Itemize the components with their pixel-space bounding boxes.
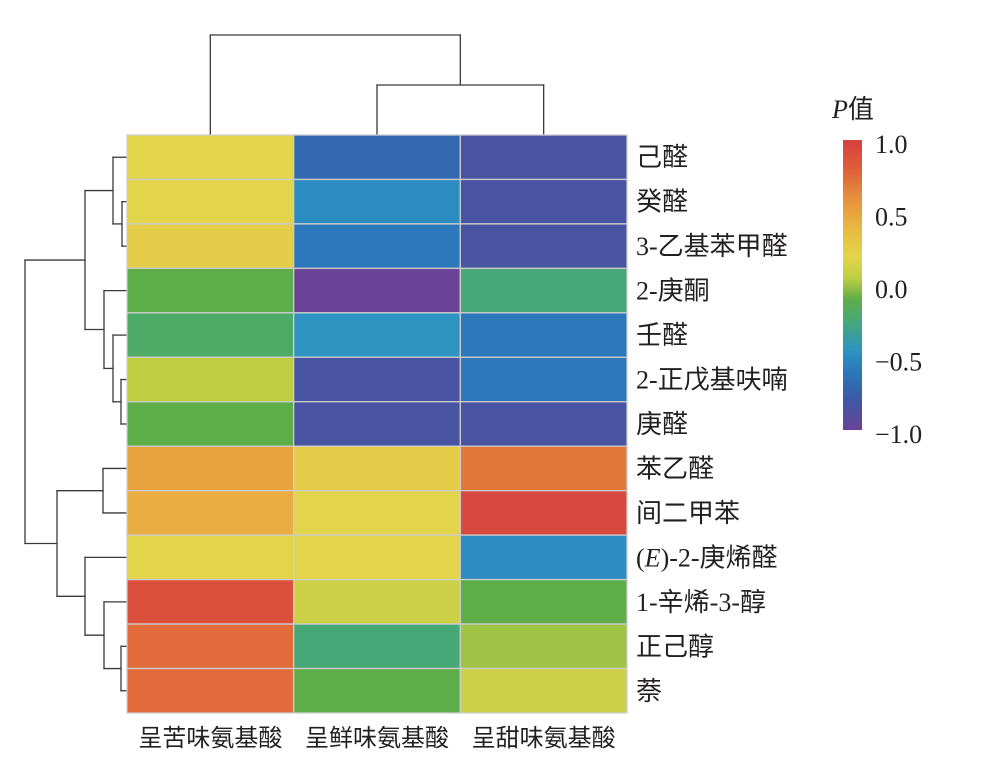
heatmap-cell (126, 667, 295, 714)
heatmap-cell (292, 267, 462, 314)
heatmap-cell (126, 267, 295, 314)
heatmap-cell (126, 401, 295, 447)
column-dendrogram (209, 34, 545, 136)
heatmap-cell (459, 223, 628, 270)
heatmap-cell (292, 667, 462, 714)
heatmap-cell (126, 623, 295, 670)
heatmap-cell (126, 578, 295, 625)
row-label: 正己醇 (636, 632, 714, 661)
heatmap-cell (292, 134, 462, 181)
row-label: 壬醛 (636, 321, 688, 350)
heatmap-cell (292, 223, 462, 270)
heatmap-cell (459, 667, 628, 714)
heatmap-cell (126, 356, 295, 403)
heatmap-cell (126, 312, 295, 359)
row-label: 己醛 (636, 143, 688, 172)
heatmap-cell (126, 178, 295, 225)
row-label: 萘 (636, 677, 662, 706)
row-label: 2-正戊基呋喃 (636, 366, 788, 395)
heatmap-cells (126, 134, 628, 714)
heatmap-cell (459, 578, 628, 625)
heatmap-cell (292, 401, 462, 447)
heatmap-cell (126, 223, 295, 270)
colorbar-tick-label: 1.0 (875, 130, 908, 159)
colorbar-tick-label: 0.5 (875, 203, 908, 232)
row-label: 1-辛烯-3-醇 (636, 588, 766, 617)
row-label: 苯乙醛 (636, 454, 714, 483)
heatmap-cell (126, 534, 295, 581)
row-label: 3-乙基苯甲醛 (636, 232, 788, 261)
heatmap-cell (459, 401, 628, 447)
row-label: 庚醛 (636, 410, 688, 439)
heatmap-cell (126, 445, 295, 492)
row-label: (E)-2-庚烯醛 (636, 543, 778, 572)
heatmap-cell (459, 623, 628, 670)
colorbar-title: P值 (831, 95, 874, 124)
colorbar-tick-label: −1.0 (875, 420, 922, 449)
heatmap-cell (292, 178, 462, 225)
heatmap-cell (292, 623, 462, 670)
heatmap-cell (126, 489, 295, 536)
column-label: 呈甜味氨基酸 (472, 725, 616, 752)
heatmap-cell (459, 134, 628, 181)
heatmap-cell (126, 134, 295, 181)
row-label: 癸醛 (636, 188, 688, 217)
heatmap-cell (459, 267, 628, 314)
heatmap-cell (292, 312, 462, 359)
column-labels: 呈苦味氨基酸 呈鲜味氨基酸 呈甜味氨基酸 (138, 725, 615, 752)
heatmap-cell (459, 445, 628, 492)
colorbar-tick-label: 0.0 (875, 275, 908, 304)
colorbar-tick-label: −0.5 (875, 348, 922, 377)
heatmap-cell (292, 356, 462, 403)
colorbar: P值 1.0 0.5 0.0 −0.5 −1.0 (831, 95, 922, 449)
heatmap-cell (292, 445, 462, 492)
heatmap-cell (459, 489, 628, 536)
row-label: 间二甲苯 (636, 499, 740, 528)
heatmap-cell (292, 578, 462, 625)
colorbar-ticks: 1.0 0.5 0.0 −0.5 −1.0 (875, 130, 922, 449)
heatmap-cell (459, 178, 628, 225)
row-label: 2-庚酮 (636, 277, 710, 306)
row-dendrogram (24, 156, 128, 692)
column-label: 呈苦味氨基酸 (138, 725, 282, 752)
heatmap-cell (459, 534, 628, 581)
colorbar-gradient (843, 140, 862, 430)
heatmap-cell (459, 312, 628, 359)
heatmap-cell (292, 534, 462, 581)
column-label: 呈鲜味氨基酸 (305, 725, 449, 752)
heatmap-cell (292, 489, 462, 536)
heatmap-cell (459, 356, 628, 403)
